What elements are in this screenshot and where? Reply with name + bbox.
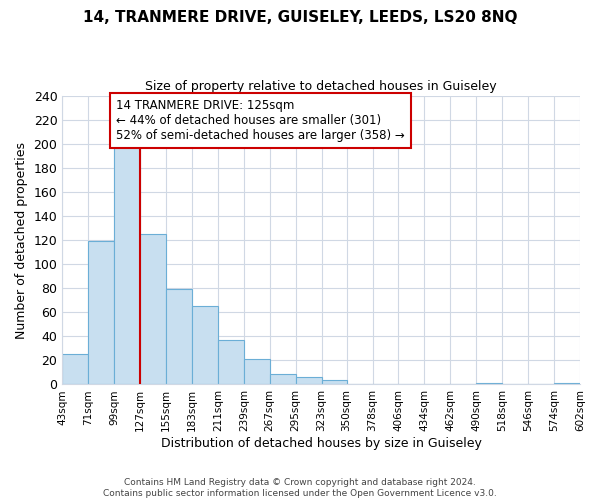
Bar — [62, 354, 88, 384]
Bar — [322, 380, 347, 384]
Bar — [270, 374, 296, 384]
Title: Size of property relative to detached houses in Guiseley: Size of property relative to detached ho… — [145, 80, 497, 93]
Bar — [88, 241, 114, 384]
Bar — [296, 377, 322, 384]
Bar — [166, 290, 192, 384]
Text: 14, TRANMERE DRIVE, GUISELEY, LEEDS, LS20 8NQ: 14, TRANMERE DRIVE, GUISELEY, LEEDS, LS2… — [83, 10, 517, 25]
Text: Contains HM Land Registry data © Crown copyright and database right 2024.
Contai: Contains HM Land Registry data © Crown c… — [103, 478, 497, 498]
Bar — [140, 234, 166, 384]
Bar — [244, 359, 270, 384]
Bar — [192, 306, 218, 384]
Bar — [218, 340, 244, 384]
X-axis label: Distribution of detached houses by size in Guiseley: Distribution of detached houses by size … — [161, 437, 482, 450]
Bar — [114, 145, 140, 384]
Text: 14 TRANMERE DRIVE: 125sqm
← 44% of detached houses are smaller (301)
52% of semi: 14 TRANMERE DRIVE: 125sqm ← 44% of detac… — [116, 99, 405, 142]
Y-axis label: Number of detached properties: Number of detached properties — [15, 142, 28, 338]
